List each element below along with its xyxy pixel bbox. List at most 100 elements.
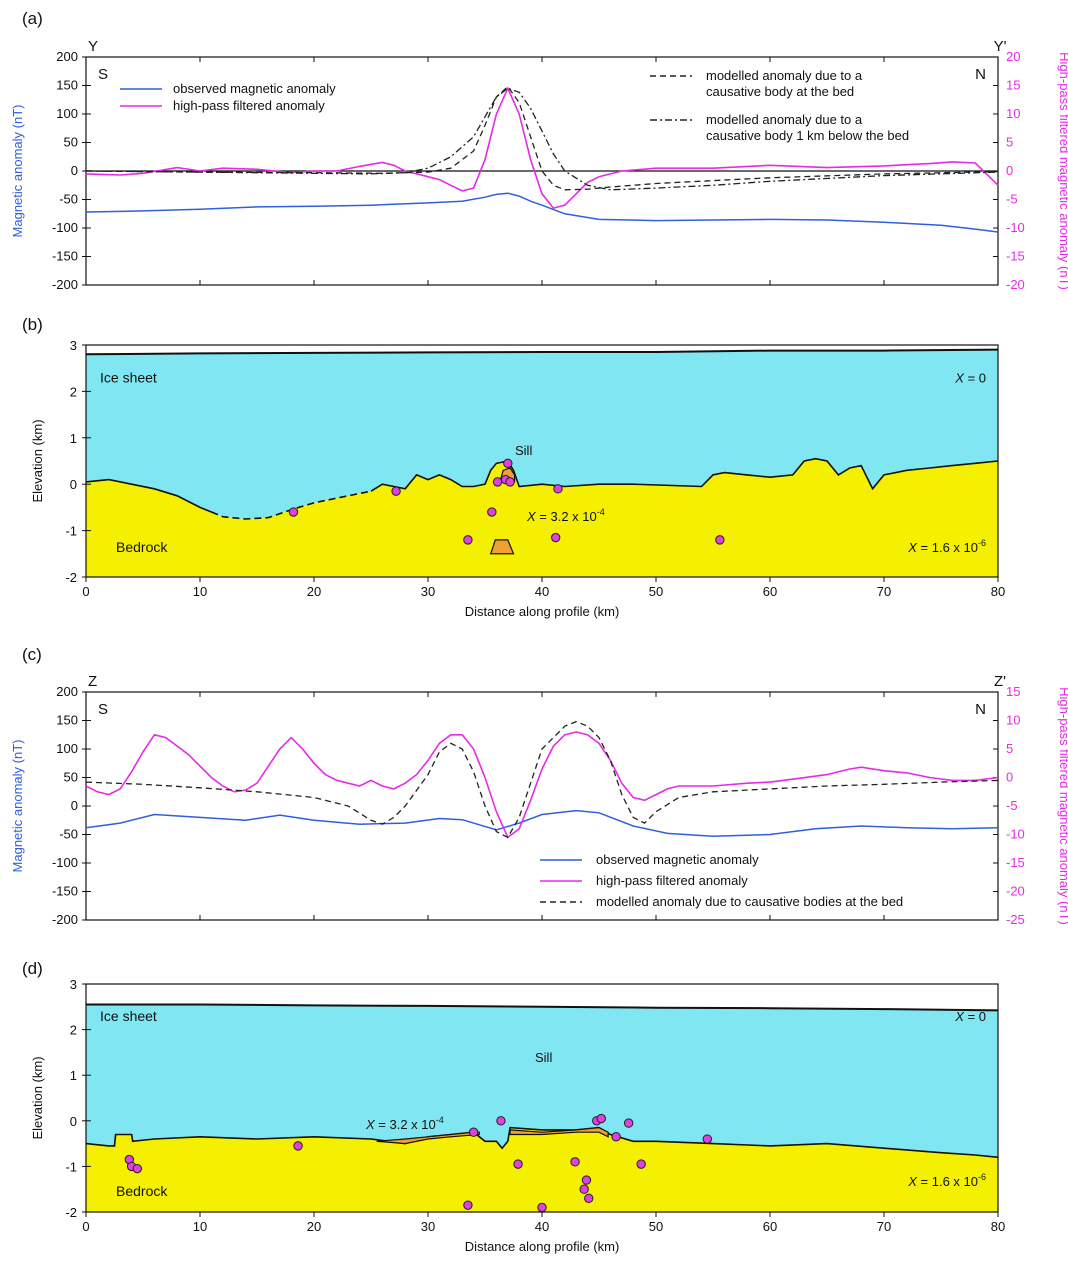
borehole-marker — [596, 1113, 606, 1124]
y-tick-label: 0 — [70, 477, 77, 492]
x-tick-label: 20 — [307, 1219, 321, 1234]
y-tick-label-right: -15 — [1006, 249, 1025, 264]
y-tick-label-left: 50 — [64, 135, 78, 150]
y-tick-label-left: 100 — [56, 106, 78, 121]
y-tick-label: 2 — [70, 384, 77, 399]
borehole-marker — [463, 1200, 473, 1210]
y-tick-label-left: -100 — [52, 855, 78, 870]
y-tick-label-left: 150 — [56, 713, 78, 728]
legend-label-filtered: high-pass filtered anomaly — [596, 873, 748, 888]
borehole-marker — [550, 532, 561, 543]
x-tick-label: 0 — [82, 1219, 89, 1234]
ice-susceptibility-label: X = 0 — [954, 370, 986, 385]
y-axis-label-right: High-pass filtered magnetic anomaly (nT) — [1057, 687, 1068, 925]
y-axis-label: Elevation (km) — [30, 419, 45, 502]
y-tick-label-right: -25 — [1006, 912, 1025, 927]
y-axis-label: Elevation (km) — [30, 1056, 45, 1139]
ice-susceptibility-label: X = 0 — [954, 1009, 986, 1024]
borehole-marker — [513, 1159, 523, 1169]
y-tick-label-right: 0 — [1006, 163, 1013, 178]
borehole-marker — [537, 1202, 547, 1213]
bed-line — [85, 1126, 999, 1159]
y-tick-label: 1 — [70, 431, 77, 446]
borehole-marker — [496, 1116, 506, 1126]
y-tick-label-left: -100 — [52, 220, 78, 235]
ice-sheet-label: Ice sheet — [100, 369, 157, 385]
y-tick-label: 0 — [70, 1114, 77, 1129]
bedrock-susceptibility-label: X = 1.6 x 10-6 — [907, 538, 986, 555]
x-tick-label: 50 — [649, 1219, 663, 1234]
sill-body — [509, 1126, 609, 1138]
y-axis-label-left: Magnetic anomaly (nT) — [10, 740, 25, 873]
borehole-marker — [132, 1163, 143, 1174]
y-tick-label-left: 200 — [56, 49, 78, 64]
borehole-marker — [584, 1193, 594, 1204]
borehole-marker — [505, 477, 515, 487]
x-tick-label: 50 — [649, 584, 663, 599]
x-tick-label: 60 — [763, 584, 777, 599]
borehole-marker — [636, 1159, 646, 1169]
y-tick-label: 3 — [70, 977, 77, 992]
body-susceptibility-label: X = 3.2 x 10-4 — [365, 1115, 444, 1132]
y-tick-label-right: 0 — [1006, 770, 1013, 785]
bed-line — [85, 478, 212, 513]
borehole-marker — [715, 535, 725, 545]
north-label: N — [975, 66, 986, 83]
legend-label-modelled-bed-1: modelled anomaly due to a — [706, 68, 863, 83]
y-tick-label-left: 100 — [56, 741, 78, 756]
profile-end-label: Y' — [994, 38, 1007, 55]
legend-label-modelled-bed: modelled anomaly due to causative bodies… — [596, 894, 903, 909]
y-tick-label-right: -10 — [1006, 220, 1025, 235]
y-tick-label-right: 20 — [1006, 49, 1020, 64]
legend-label-observed: observed magnetic anomaly — [173, 81, 336, 96]
y-tick-label-left: -200 — [52, 912, 78, 927]
north-label: N — [975, 701, 986, 718]
y-tick-label-right: -5 — [1006, 798, 1018, 813]
y-axis-label-left: Magnetic anomaly (nT) — [10, 105, 25, 238]
ice-sheet-label: Ice sheet — [100, 1008, 157, 1024]
legend-label-modelled-deep-2: causative body 1 km below the bed — [706, 128, 909, 143]
y-tick-label-left: 50 — [64, 770, 78, 785]
series-line-filtered — [85, 731, 999, 839]
x-tick-label: 40 — [535, 584, 549, 599]
x-tick-label: 30 — [421, 1219, 435, 1234]
y-tick-label-left: 0 — [71, 798, 78, 813]
x-tick-label: 80 — [991, 584, 1005, 599]
borehole-marker — [288, 507, 299, 517]
legend-label-filtered: high-pass filtered anomaly — [173, 98, 325, 113]
y-tick-label-right: -5 — [1006, 192, 1018, 207]
panel-label: (c) — [22, 645, 42, 664]
series-line-modelled_bed — [85, 720, 999, 839]
borehole-marker — [611, 1132, 621, 1142]
x-axis-label: Distance along profile (km) — [465, 604, 620, 619]
y-tick-label: -1 — [65, 524, 77, 539]
south-label: S — [98, 66, 108, 83]
panel-label: (a) — [22, 9, 43, 28]
sill-label: Sill — [515, 443, 532, 458]
borehole-marker — [702, 1134, 712, 1144]
y-tick-label-right: -10 — [1006, 827, 1025, 842]
y-tick-label-right: 10 — [1006, 713, 1020, 728]
x-tick-label: 30 — [421, 584, 435, 599]
borehole-marker — [553, 484, 563, 494]
sill-label: Sill — [535, 1050, 552, 1065]
bedrock-susceptibility-label: X = 1.6 x 10-6 — [907, 1172, 986, 1189]
ice-sheet-area — [86, 1004, 998, 1158]
south-label: S — [98, 701, 108, 718]
body-susceptibility-label: X = 3.2 x 10-4 — [526, 507, 605, 524]
x-tick-label: 80 — [991, 1219, 1005, 1234]
legend-label-modelled-deep-1: modelled anomaly due to a — [706, 112, 863, 127]
borehole-marker — [503, 458, 513, 469]
x-tick-label: 0 — [82, 584, 89, 599]
y-tick-label-right: -20 — [1006, 277, 1025, 292]
y-axis-label-right: High-pass filtered magnetic anomaly (nT) — [1057, 52, 1068, 290]
y-tick-label-left: 150 — [56, 78, 78, 93]
plot-frame — [85, 691, 999, 921]
borehole-marker — [293, 1141, 303, 1151]
y-tick-label-left: 0 — [71, 163, 78, 178]
x-tick-label: 70 — [877, 584, 891, 599]
y-tick-label-left: 200 — [56, 684, 78, 699]
y-tick-label: 2 — [70, 1023, 77, 1038]
legend-label-modelled-bed-2: causative body at the bed — [706, 84, 854, 99]
